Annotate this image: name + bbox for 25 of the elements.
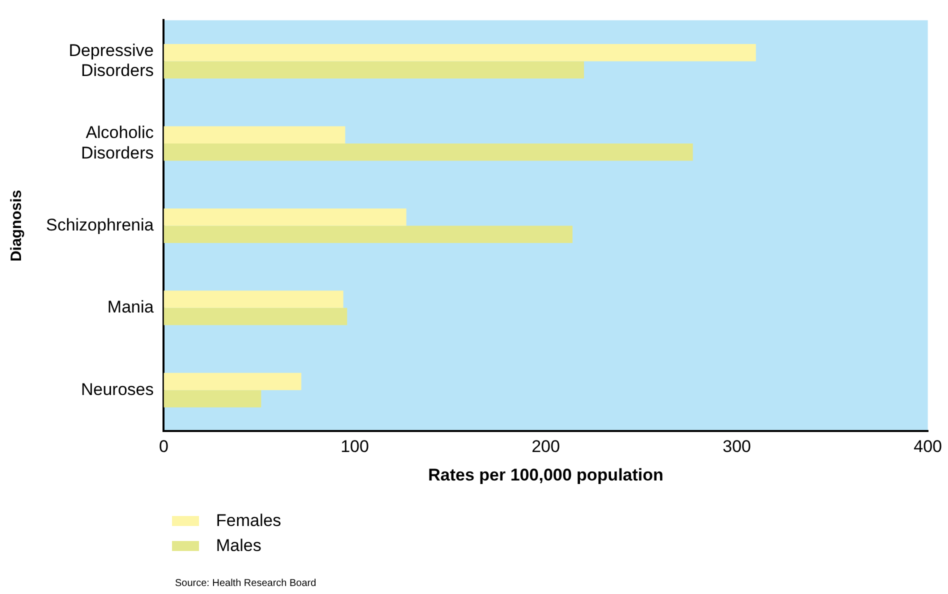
bar — [164, 144, 693, 161]
bar — [164, 390, 262, 408]
bar — [164, 226, 573, 243]
source-note: Source: Health Research Board — [175, 578, 316, 589]
bar — [164, 44, 756, 62]
x-tick-label: 300 — [722, 437, 751, 456]
y-axis-title: Diagnosis — [8, 190, 26, 262]
bar — [164, 126, 346, 144]
x-tick-label: 200 — [532, 437, 560, 456]
x-tick-label: 400 — [914, 437, 942, 456]
bar — [164, 61, 584, 79]
y-tick-label: Alcoholic Disorders — [80, 122, 154, 162]
x-tick-label: 0 — [159, 437, 168, 456]
y-tick-label: Schizophrenia — [46, 215, 154, 234]
legend-label: Females — [216, 510, 282, 530]
y-tick-label: Mania — [107, 298, 154, 317]
bar — [164, 308, 348, 326]
bar — [164, 372, 302, 390]
y-tick-label: Neuroses — [80, 380, 154, 399]
y-tick-label: Depressive Disorders — [68, 40, 154, 80]
bar — [164, 290, 344, 308]
bar — [164, 208, 406, 226]
legend-label: Males — [216, 536, 262, 556]
x-tick-label: 100 — [340, 437, 369, 456]
x-axis-title: Rates per 100,000 population — [428, 465, 664, 484]
